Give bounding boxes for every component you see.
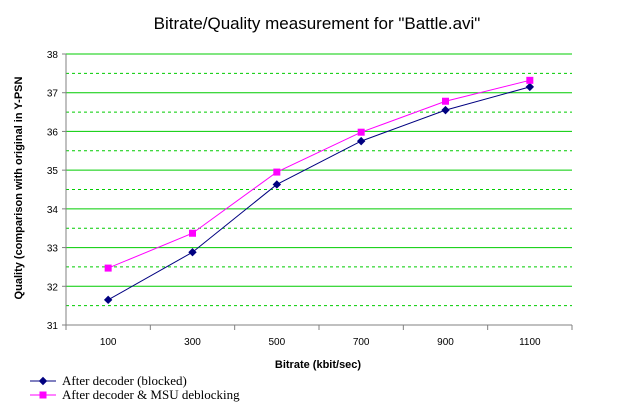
- data-point: [189, 229, 196, 237]
- data-point: [272, 180, 282, 189]
- chart-title: Bitrate/Quality measurement for "Battle.…: [154, 14, 481, 33]
- legend-label: After decoder & MSU deblocking: [62, 387, 240, 402]
- legend: After decoder (blocked)After decoder & M…: [30, 373, 240, 402]
- data-point: [273, 168, 281, 176]
- legend-label: After decoder (blocked): [62, 373, 187, 388]
- data-point: [357, 128, 365, 136]
- legend-entry: After decoder & MSU deblocking: [30, 387, 240, 402]
- tick-labels: 31 32 33 34 35 36 37 38 100 300 500 700 900 1100: [47, 50, 541, 348]
- y-tick-label: 33: [47, 244, 59, 255]
- series-1: [103, 82, 535, 305]
- x-tick-label: 700: [353, 337, 370, 348]
- y-axis-label: Quality (comparison with original in Y-P…: [13, 77, 25, 300]
- x-tick-label: 900: [437, 337, 454, 348]
- data-point: [104, 264, 112, 272]
- series-line: [107, 79, 530, 269]
- y-tick-label: 37: [47, 89, 59, 100]
- x-tick-label: 1100: [519, 337, 541, 348]
- legend-marker: [39, 391, 47, 399]
- legend-entry: After decoder (blocked): [30, 373, 187, 388]
- x-tick-label: 300: [184, 337, 201, 348]
- y-tick-label: 38: [47, 50, 59, 61]
- data-point: [442, 97, 449, 105]
- y-tick-label: 34: [47, 205, 59, 216]
- y-tick-label: 31: [47, 321, 59, 332]
- series-2: [104, 76, 534, 272]
- data-point: [441, 105, 450, 115]
- y-tick-label: 35: [47, 166, 59, 177]
- data-point: [103, 295, 113, 305]
- series-line: [107, 86, 530, 301]
- y-tick-label: 32: [47, 282, 59, 293]
- data-point: [526, 76, 534, 84]
- data-point: [188, 248, 197, 257]
- x-tick-label: 100: [100, 337, 117, 348]
- legend-marker: [38, 376, 48, 386]
- grid: [66, 53, 572, 307]
- series: [103, 76, 535, 305]
- x-tick-label: 500: [268, 337, 285, 348]
- x-axis-label: Bitrate (kbit/sec): [275, 359, 362, 371]
- data-point: [356, 136, 366, 146]
- y-tick-label: 36: [47, 127, 59, 138]
- axes: [62, 53, 573, 330]
- data-point: [525, 82, 535, 92]
